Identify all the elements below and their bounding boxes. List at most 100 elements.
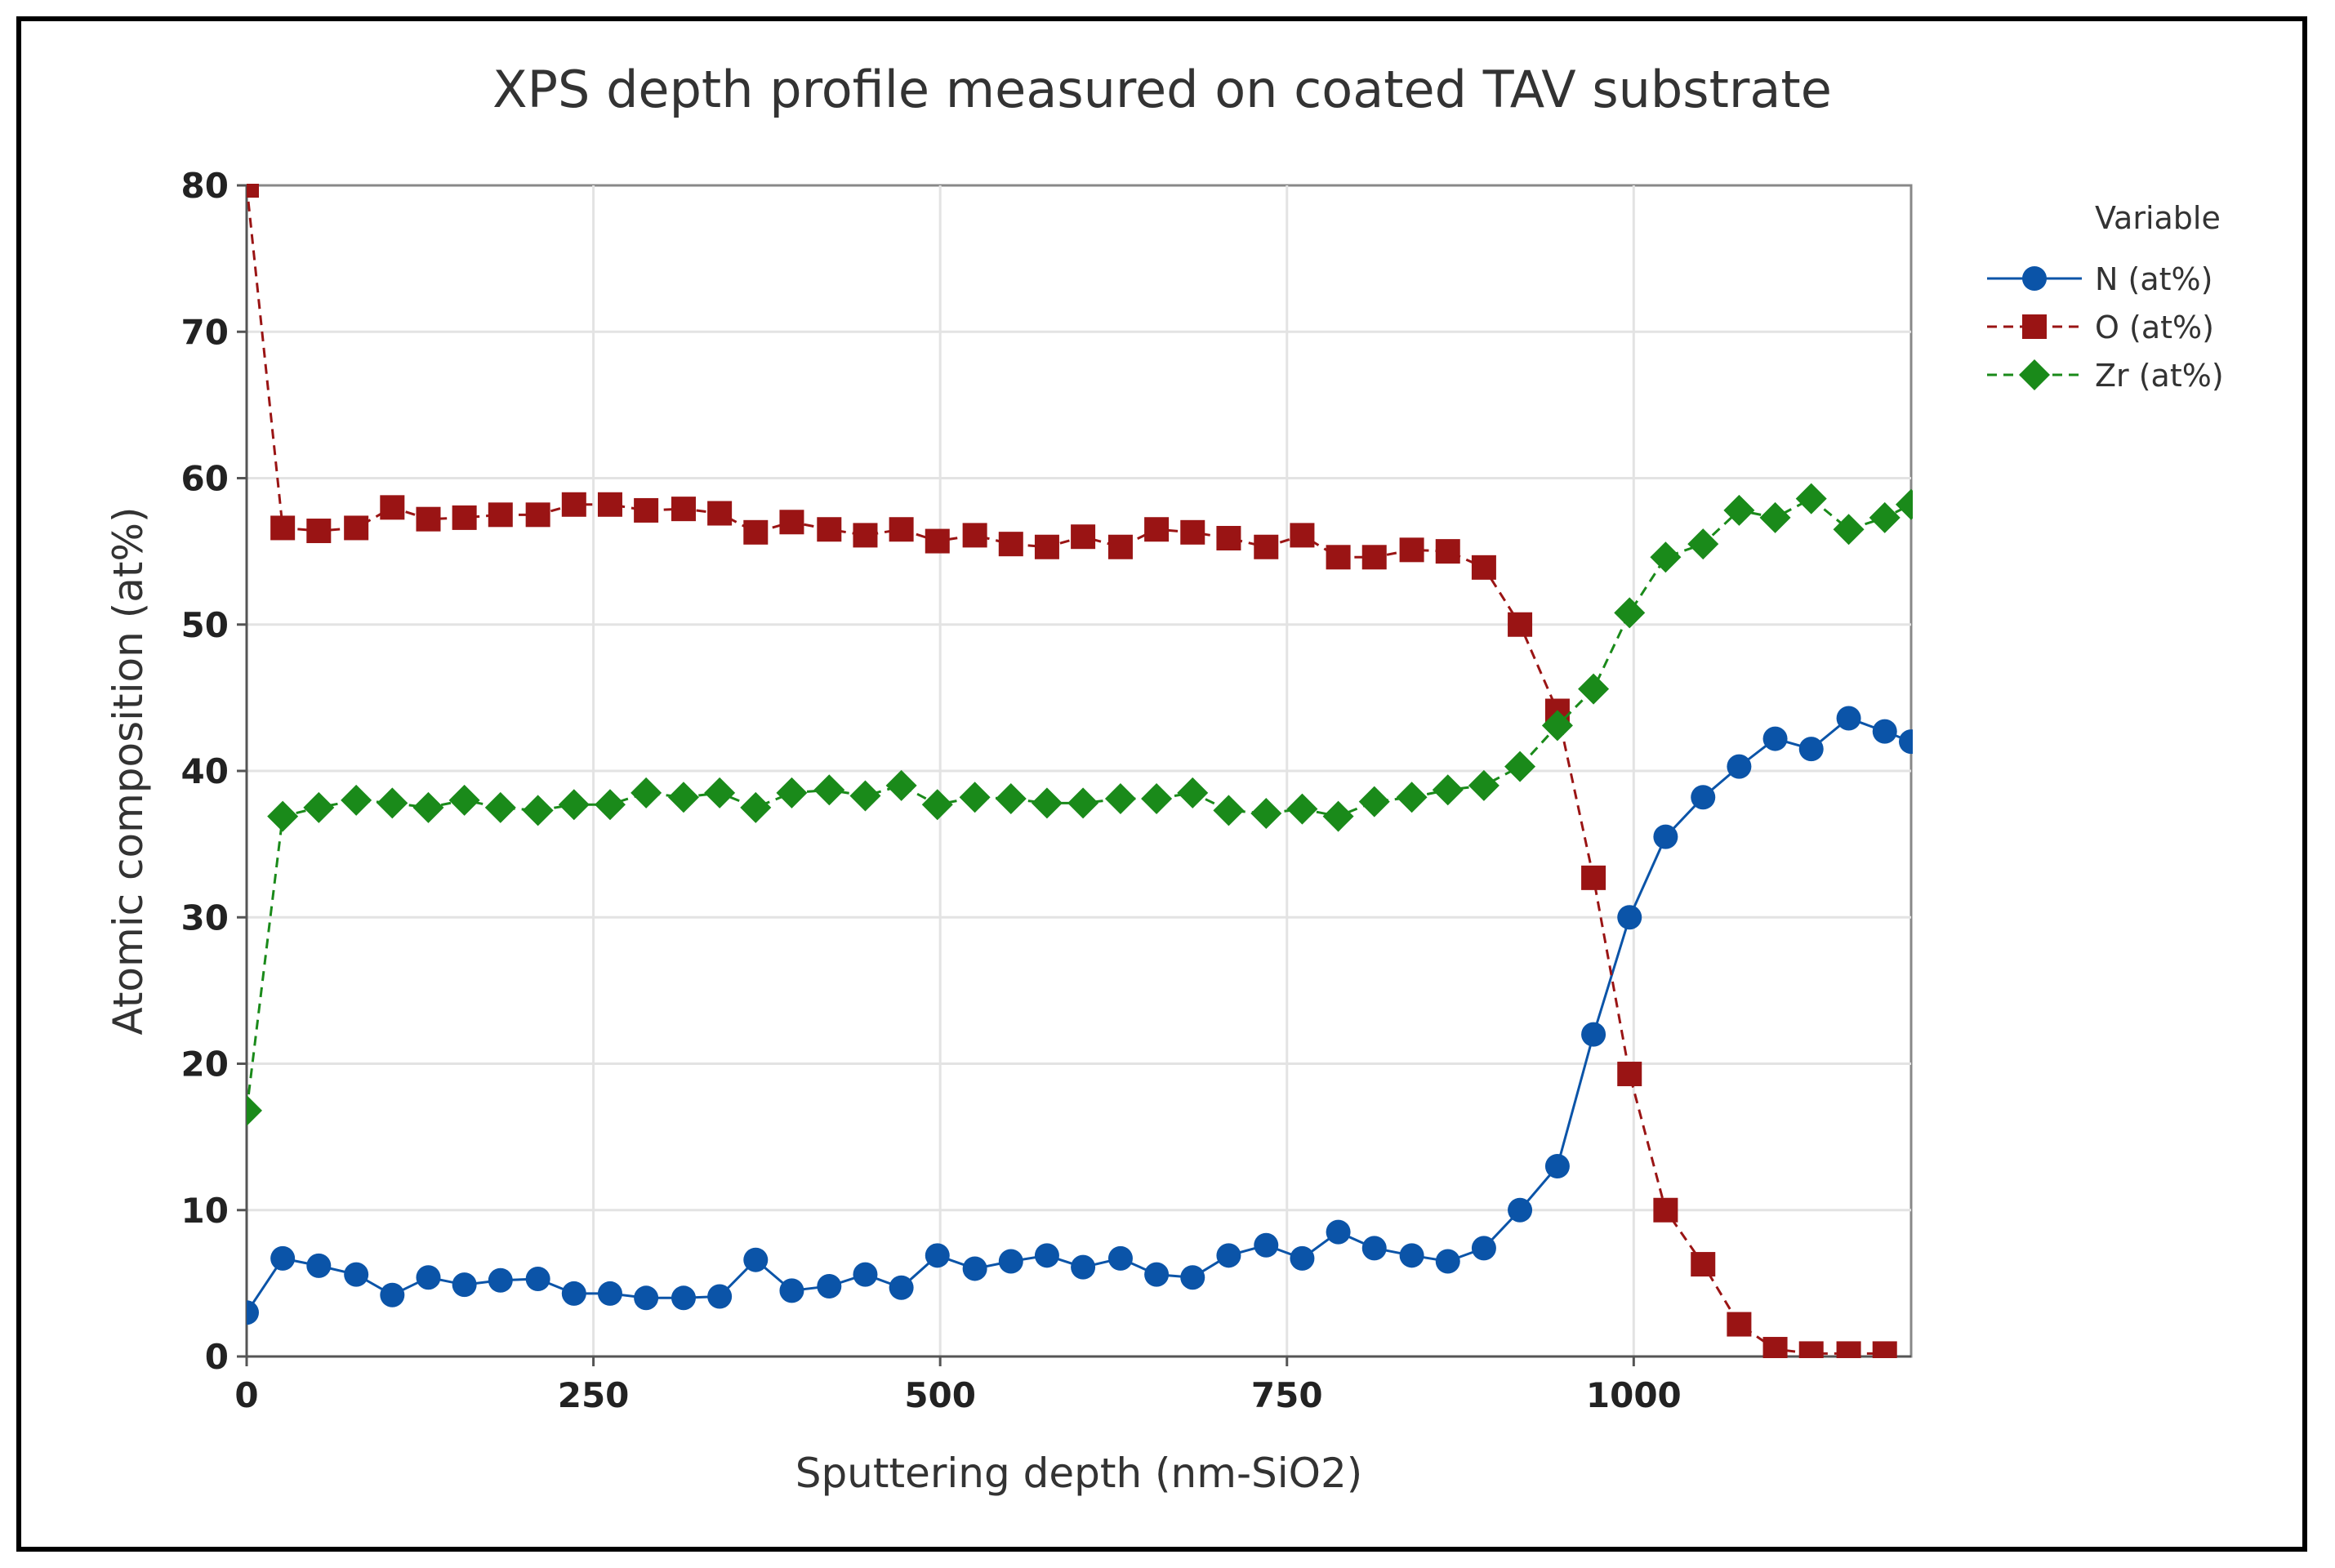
data-point-zr [995,783,1027,815]
data-point-zr [1322,800,1354,832]
legend-marker [2019,359,2050,390]
data-point-o [247,184,259,198]
data-point-o [1653,1197,1678,1223]
data-point-zr [1795,483,1827,514]
data-point-o [1762,1337,1788,1358]
x-tick-label: 500 [904,1375,976,1415]
data-point-o [561,492,586,517]
y-axis-title: Atomic composition (at%) [105,507,152,1036]
data-point-zr [303,791,335,823]
data-point-o [634,497,659,523]
data-point-o [597,492,622,517]
data-point-o [1727,1312,1752,1337]
data-point-o [1617,1062,1642,1087]
chart: XPS depth profile measured on coated TAV… [105,60,2224,1497]
data-series [247,184,1913,1358]
data-point-n [1872,719,1897,744]
data-point-n [380,1282,405,1307]
data-point-n [1691,785,1716,810]
data-point-zr [1067,787,1099,819]
data-point-o [1798,1341,1824,1358]
data-point-o [1399,537,1424,563]
data-point-zr [959,782,991,813]
y-tick-label: 80 [181,166,229,206]
data-point-o [1872,1341,1897,1358]
data-point-n [597,1281,622,1306]
data-point-o [1144,517,1170,542]
data-point-zr [1286,793,1318,825]
data-point-o [671,497,696,522]
data-point-o [779,510,804,535]
data-point-n [1617,905,1642,930]
legend-marker [2022,266,2047,291]
data-point-zr [1432,774,1464,806]
data-point-o [1471,555,1496,580]
data-point-o [1691,1252,1716,1277]
data-point-n [634,1285,659,1311]
data-point-o [817,517,842,542]
data-point-zr [1833,514,1865,546]
series-n [247,706,1913,1325]
data-point-zr [267,800,299,832]
data-point-n [1727,754,1752,779]
data-point-n [1798,737,1824,762]
data-point-zr [813,774,845,806]
legend-items: N (at%) O (at%) Zr (at%) [1987,261,2224,394]
data-point-zr [341,784,372,816]
data-point-n [1034,1243,1059,1268]
data-point-o [525,502,550,528]
data-point-zr [1504,751,1536,782]
y-tick-label: 0 [205,1337,229,1377]
data-point-o [1435,539,1460,564]
x-tick-label: 750 [1251,1375,1323,1415]
data-point-o [1254,534,1279,559]
legend-label: Zr (at%) [2095,358,2224,394]
series-line-o [247,185,1885,1355]
grid [247,185,1911,1356]
data-point-o [380,495,405,520]
data-point-zr [412,791,444,823]
data-point-o [853,523,878,548]
data-point-o [488,502,513,528]
data-point-zr [1213,795,1245,826]
axis-ticks: 0 10 20 30 40 50 60 70 80 0 250 500 750 1000 [181,166,1911,1415]
data-point-zr [667,782,699,813]
data-point-zr [849,780,881,812]
data-point-o [416,506,441,532]
series-zr [247,483,1913,1126]
data-point-n [306,1253,332,1278]
data-point-n [853,1262,878,1287]
data-point-zr [740,791,772,823]
data-point-n [1254,1232,1279,1258]
data-point-o [1361,545,1387,570]
data-point-o [925,528,950,554]
legend-marker [2022,314,2047,339]
legend-title: Variable [2095,200,2221,236]
data-point-n [1653,824,1678,849]
legend-label: O (at%) [2095,310,2214,345]
legend: Variable N (at%) O (at%) Zr (at%) [1987,200,2224,394]
data-point-n [247,1300,259,1325]
data-point-o [962,523,987,548]
data-point-zr [522,795,554,826]
data-point-n [779,1278,804,1303]
data-point-zr [1541,710,1573,742]
data-point-o [452,505,477,530]
data-point-n [452,1272,477,1298]
legend-item-o: O (at%) [1987,310,2214,345]
data-point-n [1071,1254,1096,1280]
data-point-zr [448,784,480,816]
data-point-n [1581,1022,1606,1047]
data-point-o [707,501,733,526]
data-point-n [1290,1245,1315,1271]
data-point-zr [921,789,953,821]
data-point-zr [1358,786,1390,817]
data-point-zr [631,777,662,808]
legend-label: N (at%) [2095,261,2212,297]
data-point-o [1836,1341,1861,1358]
data-point-n [1361,1236,1387,1261]
data-point-o [1180,519,1205,545]
data-point-o [270,515,296,541]
data-point-n [1107,1245,1133,1271]
data-point-o [1107,534,1133,559]
